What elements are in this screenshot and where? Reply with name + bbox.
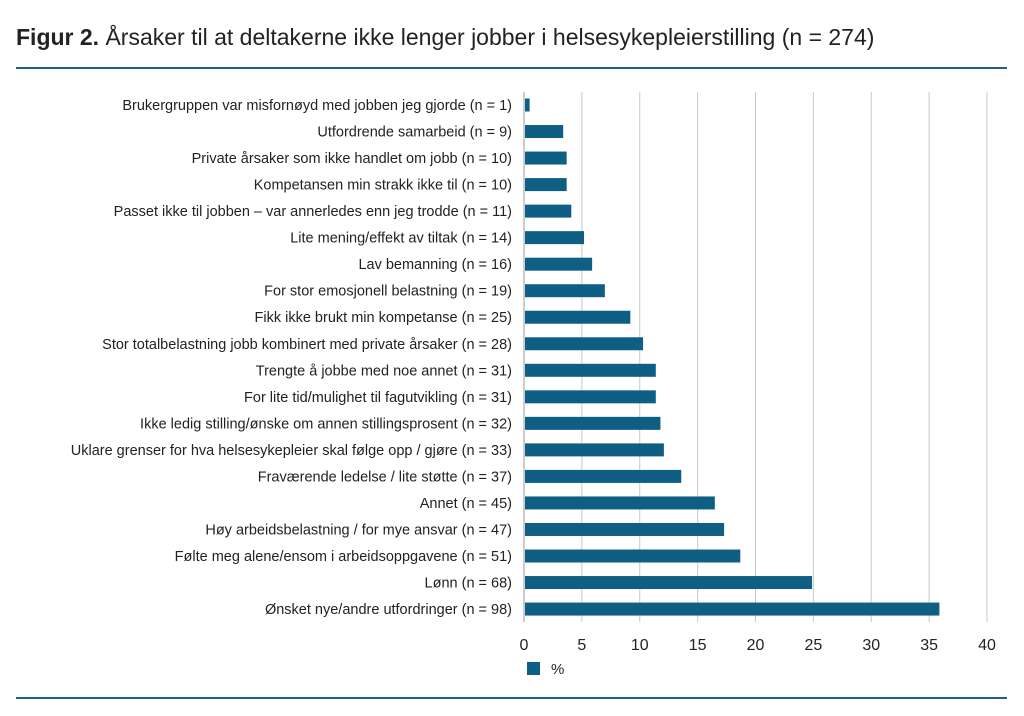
bar (525, 151, 567, 165)
bar (525, 496, 715, 510)
category-label: Brukergruppen var misfornøyd med jobben … (122, 98, 512, 114)
bottom-rule (16, 697, 1007, 699)
legend-swatch (527, 662, 540, 675)
category-label: For lite tid/mulighet til fagutvikling (… (244, 390, 512, 406)
category-label: Private årsaker som ikke handlet om jobb… (192, 151, 512, 167)
bar (525, 363, 656, 377)
bar (525, 178, 567, 192)
bar (525, 231, 585, 245)
bar (525, 576, 813, 590)
bar (525, 98, 530, 112)
bar (525, 390, 656, 404)
bar (525, 284, 605, 298)
category-label: Fraværende ledelse / lite støtte (n = 37… (258, 469, 512, 485)
x-tick-label: 15 (689, 637, 707, 654)
x-tick-label: 20 (747, 637, 765, 654)
bar (525, 416, 661, 430)
x-tick-label: 30 (862, 637, 880, 654)
category-label: Ønsket nye/andre utfordringer (n = 98) (265, 602, 512, 618)
category-label: Passet ikke til jobben – var annerledes … (114, 204, 512, 220)
figure-title-text: Årsaker til at deltakerne ikke lenger jo… (105, 24, 875, 50)
legend-label: % (551, 661, 564, 678)
bar (525, 125, 564, 139)
category-label: Høy arbeidsbelastning / for mye ansvar (… (205, 522, 512, 538)
category-label: Utfordrende samarbeid (n = 9) (317, 125, 512, 141)
bar (525, 257, 593, 271)
bar (525, 443, 664, 457)
x-tick-label: 5 (577, 637, 586, 654)
category-label: Kompetansen min strakk ikke til (n = 10) (254, 178, 512, 194)
x-tick-label: 0 (520, 637, 529, 654)
bar (525, 337, 644, 351)
x-tick-label: 35 (920, 637, 938, 654)
category-label: Uklare grenser for hva helsesykepleier s… (71, 443, 512, 459)
bar (525, 204, 572, 218)
category-label: Lite mening/effekt av tiltak (n = 14) (290, 231, 512, 247)
category-label: For stor emosjonell belastning (n = 19) (264, 284, 512, 300)
category-label: Ikke ledig stilling/ønske om annen still… (140, 416, 512, 432)
category-label: Lav bemanning (n = 16) (358, 257, 512, 273)
bar (525, 469, 682, 483)
bar (525, 310, 631, 324)
category-label: Trengte å jobbe med noe annet (n = 31) (256, 363, 512, 379)
x-tick-label: 40 (978, 637, 996, 654)
category-label: Lønn (n = 68) (425, 576, 512, 592)
figure-label: Figur 2. (16, 24, 100, 50)
bar (525, 602, 940, 616)
category-label: Fikk ikke brukt min kompetanse (n = 25) (255, 310, 512, 326)
x-tick-label: 10 (631, 637, 649, 654)
category-label: Stor totalbelastning jobb kombinert med … (102, 337, 512, 353)
figure-title: Figur 2. Årsaker til at deltakerne ikke … (16, 24, 874, 51)
top-rule (16, 67, 1007, 69)
bar (525, 522, 725, 536)
category-label: Annet (n = 45) (420, 496, 512, 512)
category-label: Følte meg alene/ensom i arbeidsoppgavene… (175, 549, 512, 565)
x-tick-label: 25 (804, 637, 822, 654)
bar (525, 549, 741, 563)
